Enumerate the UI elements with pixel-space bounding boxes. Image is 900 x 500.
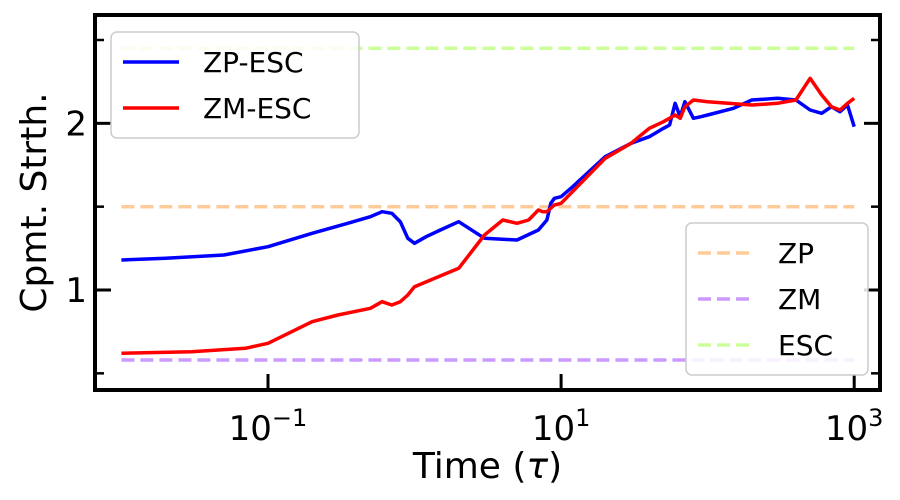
legend-label-zp-esc: ZP-ESC xyxy=(203,46,304,79)
y-tick-label: 2 xyxy=(65,104,87,144)
legend-lower-right: ZP ZM ESC xyxy=(685,222,869,376)
legend-label-zm-esc: ZM-ESC xyxy=(203,92,311,125)
x-tick-label: 101 xyxy=(532,404,591,449)
y-axis-title: Cpmt. Strth. xyxy=(14,92,55,312)
x-tick-label: 10−1 xyxy=(229,404,308,449)
legend-upper-left: ZP-ESC ZM-ESC xyxy=(110,31,360,139)
series-line-zm-esc xyxy=(121,76,856,356)
legend-label-zm: ZM xyxy=(778,283,821,316)
legend-box xyxy=(685,222,869,376)
series-line-zp-esc xyxy=(121,96,856,262)
legend-label-zp: ZP xyxy=(778,237,814,270)
legend-box xyxy=(110,31,360,139)
x-tick-label: 103 xyxy=(825,404,884,449)
tick-labels: 1 2 10−1 101 103 xyxy=(65,104,883,449)
plot-frame xyxy=(93,13,882,392)
legends: ZP-ESC ZM-ESC ZP ZM ESC xyxy=(110,31,869,376)
y-tick-label: 1 xyxy=(65,271,87,311)
legend-label-esc: ESC xyxy=(778,329,833,362)
x-axis-title: Time (τ) xyxy=(412,446,562,487)
